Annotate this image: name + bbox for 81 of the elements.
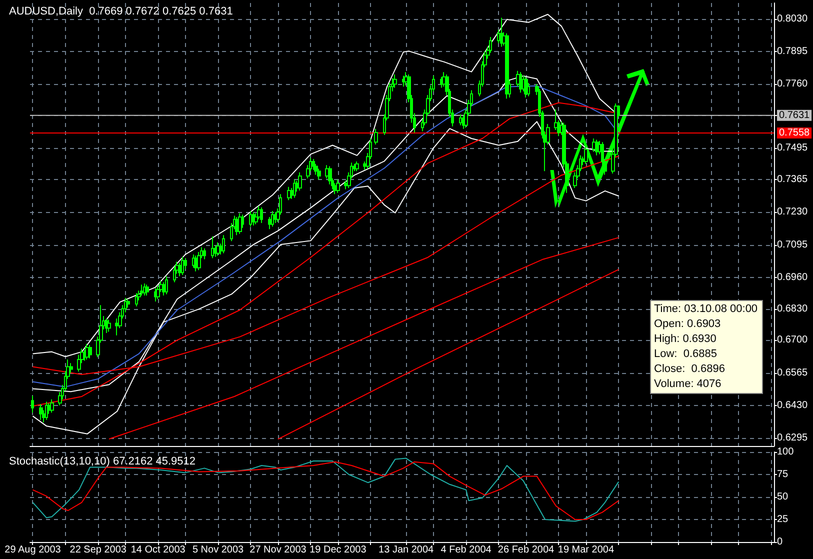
y-tick-label: 0.7095: [777, 239, 808, 250]
y-tick-label: 0.6295: [777, 432, 808, 444]
candlestick: [211, 236, 214, 259]
x-tick-label: 4 Feb 2004: [440, 544, 492, 556]
candlestick: [505, 32, 509, 100]
candlestick: [165, 276, 168, 295]
candlestick: [140, 284, 143, 296]
x-tick-label: 13 Jan 2004: [378, 544, 434, 556]
y-tick-label: 0.7495: [777, 142, 808, 154]
y-tick-label: 25: [777, 514, 789, 525]
y-tick-label: 0.6700: [777, 334, 808, 346]
y-tick-label: 0.7760: [777, 78, 808, 90]
candlestick: [298, 172, 302, 191]
candlestick: [222, 234, 225, 254]
candlestick: [500, 17, 503, 48]
candlestick: [31, 395, 34, 414]
y-tick-label: 0.6960: [777, 272, 808, 283]
chart-title: Stochastic(13,10,10) 67.2162 45.9512: [9, 456, 196, 468]
candlestick: [271, 210, 274, 228]
candlestick: [45, 401, 48, 420]
candlestick: [203, 248, 206, 260]
chart-title: AUDUSD,Daily 0.7669 0.7672 0.7625 0.7631: [9, 6, 233, 18]
candlestick: [135, 292, 138, 307]
x-tick-label: 19 Dec 2003: [310, 544, 367, 556]
candlestick: [355, 160, 359, 172]
candlestick: [50, 398, 54, 414]
x-tick-label: 14 Oct 2003: [130, 544, 186, 556]
y-tick-label: 0.8030: [777, 13, 808, 24]
candlestick: [249, 210, 252, 228]
y-tick-label: 50: [777, 492, 789, 502]
y-tick-label: 0: [777, 536, 783, 548]
annotation: Volume: 4076: [654, 377, 722, 392]
candlestick: [336, 179, 340, 194]
candlestick: [393, 74, 397, 88]
candlestick: [156, 285, 160, 300]
y-tick-label: 0.6830: [777, 303, 808, 314]
x-tick-label: 26 Feb 2004: [498, 544, 555, 556]
annotation: High: 0.6930: [654, 332, 718, 347]
x-tick-label: 19 Mar 2004: [558, 544, 614, 556]
line-series: [108, 237, 620, 440]
annotation: Low: 0.6885: [654, 347, 718, 362]
line-series: [278, 268, 620, 440]
candlestick: [39, 404, 43, 420]
candlestick: [402, 75, 405, 88]
candlestick: [238, 212, 242, 234]
candlestick: [145, 284, 149, 296]
candlestick: [293, 179, 296, 198]
candlestick: [314, 163, 318, 176]
y-tick-label: 100: [777, 446, 794, 458]
ref-line-label: 0.7558: [779, 127, 810, 138]
candlestick: [328, 166, 332, 185]
x-tick-label: 27 Nov 2003: [250, 544, 307, 556]
candlestick: [252, 212, 255, 226]
candlestick: [584, 145, 588, 164]
candlestick: [374, 128, 378, 146]
candlestick: [595, 139, 599, 156]
x-tick-label: 29 Aug 2003: [4, 544, 62, 556]
candlestick: [105, 318, 108, 334]
y-tick-label: 0.7365: [777, 174, 808, 186]
annotation: Close: 0.6896: [654, 362, 726, 377]
candlestick: [317, 168, 321, 180]
candlestick: [333, 182, 337, 195]
candlestick: [312, 158, 315, 170]
candlestick: [459, 114, 462, 126]
x-tick-label: 22 Sep 2003: [70, 544, 127, 556]
annotation: Time: 03.10.08 00:00: [654, 302, 758, 317]
candlestick: [107, 319, 111, 332]
y-tick-label: 0.6430: [777, 400, 808, 411]
candlestick: [88, 344, 92, 359]
y-tick-label: 0.6565: [777, 367, 808, 378]
ref-line-label: 0.7631: [779, 110, 810, 121]
y-tick-label: 0.7230: [777, 206, 808, 218]
candlestick: [260, 206, 263, 224]
x-tick-label: 5 Nov 2003: [192, 544, 244, 556]
y-tick-label: 0.7895: [777, 46, 808, 58]
candlestick: [126, 298, 130, 308]
y-tick-label: 75: [777, 469, 789, 480]
candlestick: [519, 72, 522, 94]
candlestick: [524, 76, 528, 98]
candlestick: [181, 256, 184, 276]
annotation: Open: 0.6903: [654, 317, 722, 332]
